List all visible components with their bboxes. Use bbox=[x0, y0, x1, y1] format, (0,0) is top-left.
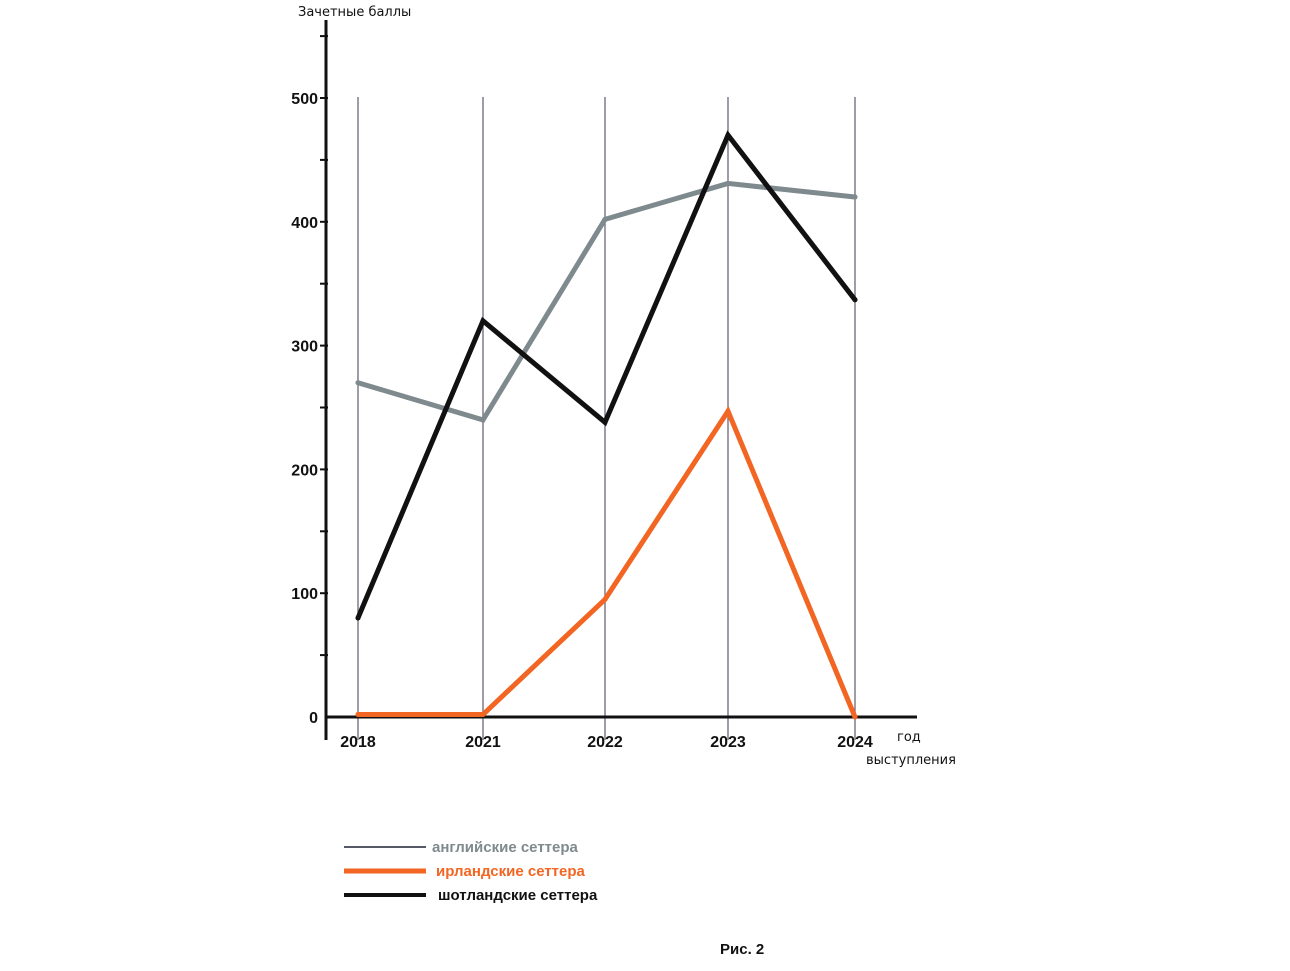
x-tick-label: 2024 bbox=[837, 734, 873, 751]
series-line-2 bbox=[355, 405, 858, 720]
y-tick-label: 500 bbox=[291, 91, 318, 108]
legend-label-3: шотландские сеттера bbox=[438, 887, 598, 904]
data-point bbox=[355, 615, 361, 621]
y-tick-label: 100 bbox=[291, 586, 318, 603]
data-point bbox=[480, 712, 486, 718]
x-axis-label-line2: выступления bbox=[866, 753, 956, 768]
y-axis-label: Зачетные баллы bbox=[298, 5, 411, 20]
x-tick-label: 2023 bbox=[710, 734, 746, 751]
y-ticks: 0 100 200 300 400 500 bbox=[291, 91, 318, 727]
y-tick-label: 400 bbox=[291, 215, 318, 232]
data-point bbox=[852, 194, 858, 200]
data-point bbox=[355, 712, 361, 718]
data-point bbox=[852, 297, 858, 303]
data-point bbox=[602, 419, 608, 425]
data-point bbox=[852, 714, 858, 720]
data-point bbox=[355, 380, 361, 386]
legend: английские сеттера ирландские сеттера шотл… bbox=[344, 839, 598, 904]
data-point bbox=[480, 318, 486, 324]
x-axis-label-line1: год bbox=[897, 730, 921, 745]
data-point bbox=[725, 132, 731, 138]
data-point bbox=[602, 596, 608, 602]
series-group bbox=[355, 130, 858, 720]
figure-caption: Рис. 2 bbox=[720, 941, 764, 958]
x-tick-label: 2022 bbox=[587, 734, 623, 751]
legend-label-2: ирландские сеттера bbox=[436, 863, 586, 880]
x-tick-label: 2018 bbox=[340, 734, 376, 751]
series-line-3 bbox=[355, 130, 858, 621]
data-point bbox=[725, 408, 731, 414]
x-tick-label: 2021 bbox=[465, 734, 501, 751]
x-ticks: 2018 2021 2022 2023 2024 bbox=[340, 734, 873, 751]
y-tick-label: 200 bbox=[291, 462, 318, 479]
data-point bbox=[480, 417, 486, 423]
data-point bbox=[602, 216, 608, 222]
data-point bbox=[725, 180, 731, 186]
y-axis bbox=[320, 20, 328, 740]
y-tick-label: 300 bbox=[291, 339, 318, 356]
legend-label-1: английские сеттера bbox=[432, 839, 579, 856]
y-tick-label: 0 bbox=[309, 710, 318, 727]
